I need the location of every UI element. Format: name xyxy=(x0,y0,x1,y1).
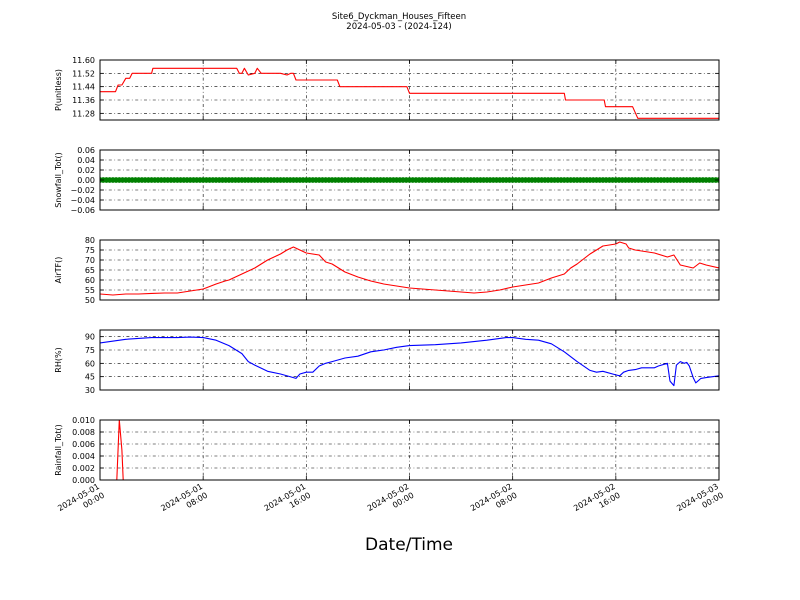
snowfall-series xyxy=(100,177,719,183)
air-temperature-y-axis-label: AirTF() xyxy=(54,257,63,284)
relative-humidity-line xyxy=(100,336,719,387)
snowfall-ytick-label: 0.02 xyxy=(77,166,95,175)
relative-humidity-y-axis-label: RH(%) xyxy=(54,347,63,372)
relative-humidity-ytick-label: 90 xyxy=(85,333,95,342)
x-tick-label: 2024-05-0216:00 xyxy=(572,482,622,522)
pressure-series xyxy=(100,67,719,119)
x-axis-label: Date/Time xyxy=(365,535,453,555)
snowfall-y-axis-label: Snowfall_Tot() xyxy=(54,152,63,208)
pressure-ytick-label: 11.60 xyxy=(72,56,95,65)
relative-humidity-ytick-label: 45 xyxy=(85,373,95,382)
pressure-y-axis-label: P(unitless) xyxy=(54,69,63,111)
pressure-grid xyxy=(99,59,720,120)
x-tick-label: 2024-05-0208:00 xyxy=(469,482,519,522)
pressure-ytick-label: 11.28 xyxy=(72,109,95,118)
air-temperature-ytick-label: 70 xyxy=(85,256,95,265)
relative-humidity-series xyxy=(100,336,719,387)
pressure-panel: 11.28 11.36 11.44 11.52 11.60 P(unitless) xyxy=(54,56,720,121)
x-tick-label: 2024-05-0100:00 xyxy=(56,482,106,522)
figure-title-line1: Site6_Dyckman_Houses_Fifteen xyxy=(332,12,466,22)
rainfall-ytick-label: 0.010 xyxy=(72,416,95,425)
snowfall-ytick-label: 0.06 xyxy=(77,146,95,155)
air-temperature-ytick-label: 55 xyxy=(85,286,95,295)
air-temperature-ytick-label: 60 xyxy=(85,276,95,285)
x-tick-label: 2024-05-0200:00 xyxy=(366,482,416,522)
x-tick-label: 2024-05-0108:00 xyxy=(159,482,209,522)
air-temperature-ytick-label: 80 xyxy=(85,236,95,245)
snowfall-ytick-label: 0.00 xyxy=(77,176,95,185)
rainfall-panel: 0.000 0.002 0.004 0.006 0.008 0.010 Rainfall_T… xyxy=(54,416,720,485)
snowfall-ytick-label: −0.06 xyxy=(70,206,95,215)
relative-humidity-panel: 30 45 60 75 90 RH(%) xyxy=(54,329,720,395)
x-tick-label: 2024-05-0116:00 xyxy=(263,482,313,522)
rainfall-ytick-label: 0.002 xyxy=(72,464,95,473)
air-temperature-ytick-label: 65 xyxy=(85,266,95,275)
air-temperature-series xyxy=(100,241,719,296)
rainfall-ytick-label: 0.006 xyxy=(72,440,95,449)
figure-title-line2: 2024-05-03 - (2024-124) xyxy=(346,22,451,32)
rainfall-ytick-label: 0.008 xyxy=(72,428,95,437)
relative-humidity-ytick-label: 60 xyxy=(85,359,95,368)
pressure-ytick-label: 11.36 xyxy=(72,96,95,105)
snowfall-ytick-label: 0.04 xyxy=(77,156,95,165)
air-temperature-ytick-label: 75 xyxy=(85,246,95,255)
snowfall-ytick-label: −0.02 xyxy=(70,186,95,195)
pressure-ytick-label: 11.52 xyxy=(72,69,95,78)
relative-humidity-grid xyxy=(99,330,720,391)
snowfall-ytick-label: −0.04 xyxy=(70,196,95,205)
rainfall-ytick-label: 0.004 xyxy=(72,452,95,461)
air-temperature-line xyxy=(100,241,719,296)
pressure-ytick-label: 11.44 xyxy=(72,83,95,92)
subplot-stack: 11.28 11.36 11.44 11.52 11.60 P(unitless) −0.0… xyxy=(54,56,720,485)
snowfall-panel: −0.06−0.04−0.020.000.020.040.06 Snowfall_… xyxy=(54,146,720,215)
pressure-line xyxy=(100,67,719,119)
rainfall-ytick-label: 0.000 xyxy=(72,476,95,485)
rainfall-series xyxy=(100,420,719,480)
air-temperature-ytick-label: 50 xyxy=(85,296,95,305)
rainfall-grid xyxy=(99,419,720,481)
rainfall-y-axis-label: Rainfall_Tot() xyxy=(54,424,63,476)
x-axis-tick-labels: 2024-05-0100:00 2024-05-0108:00 2024-05-01… xyxy=(56,482,725,522)
rainfall-line xyxy=(100,420,719,480)
relative-humidity-ytick-label: 30 xyxy=(85,386,95,395)
relative-humidity-ytick-label: 75 xyxy=(85,346,95,355)
x-tick-label: 2024-05-0300:00 xyxy=(675,482,725,522)
